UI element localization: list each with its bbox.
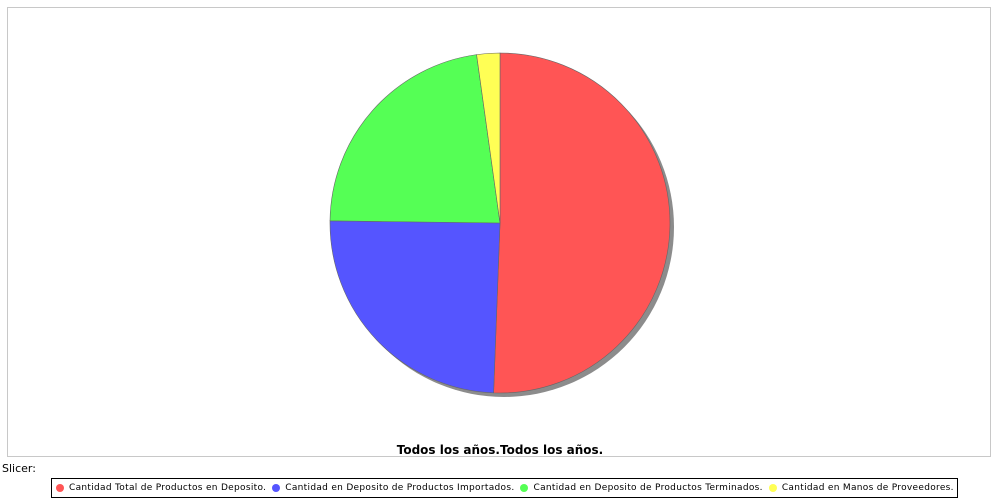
legend-item-3: Cantidad en Manos de Proveedores. (768, 483, 954, 493)
legend-label-3: Cantidad en Manos de Proveedores. (781, 483, 954, 493)
pie-chart (329, 52, 674, 397)
legend-swatch-2 (520, 484, 529, 492)
pie-slice-2[interactable] (329, 54, 501, 224)
legend-label-2: Cantidad en Deposito de Productos Termin… (533, 483, 763, 493)
pie-slice-3[interactable] (476, 52, 501, 224)
legend-swatch-3 (768, 484, 777, 492)
legend-label-0: Cantidad Total de Productos en Deposito. (69, 483, 267, 493)
legend: Cantidad Total de Productos en Deposito.… (51, 478, 958, 498)
legend-item-2: Cantidad en Deposito de Productos Termin… (520, 483, 763, 493)
legend-item-1: Cantidad en Deposito de Productos Import… (272, 483, 514, 493)
legend-label-1: Cantidad en Deposito de Productos Import… (285, 483, 515, 493)
legend-swatch-0 (56, 484, 64, 492)
slicer-label: Slicer: (2, 462, 36, 475)
legend-swatch-1 (272, 484, 281, 492)
legend-item-0: Cantidad Total de Productos en Deposito. (56, 483, 266, 493)
pie-slice-0[interactable] (493, 52, 671, 394)
chart-title: Todos los años.Todos los años. (396, 443, 604, 457)
pie-slice-1[interactable] (329, 220, 501, 394)
